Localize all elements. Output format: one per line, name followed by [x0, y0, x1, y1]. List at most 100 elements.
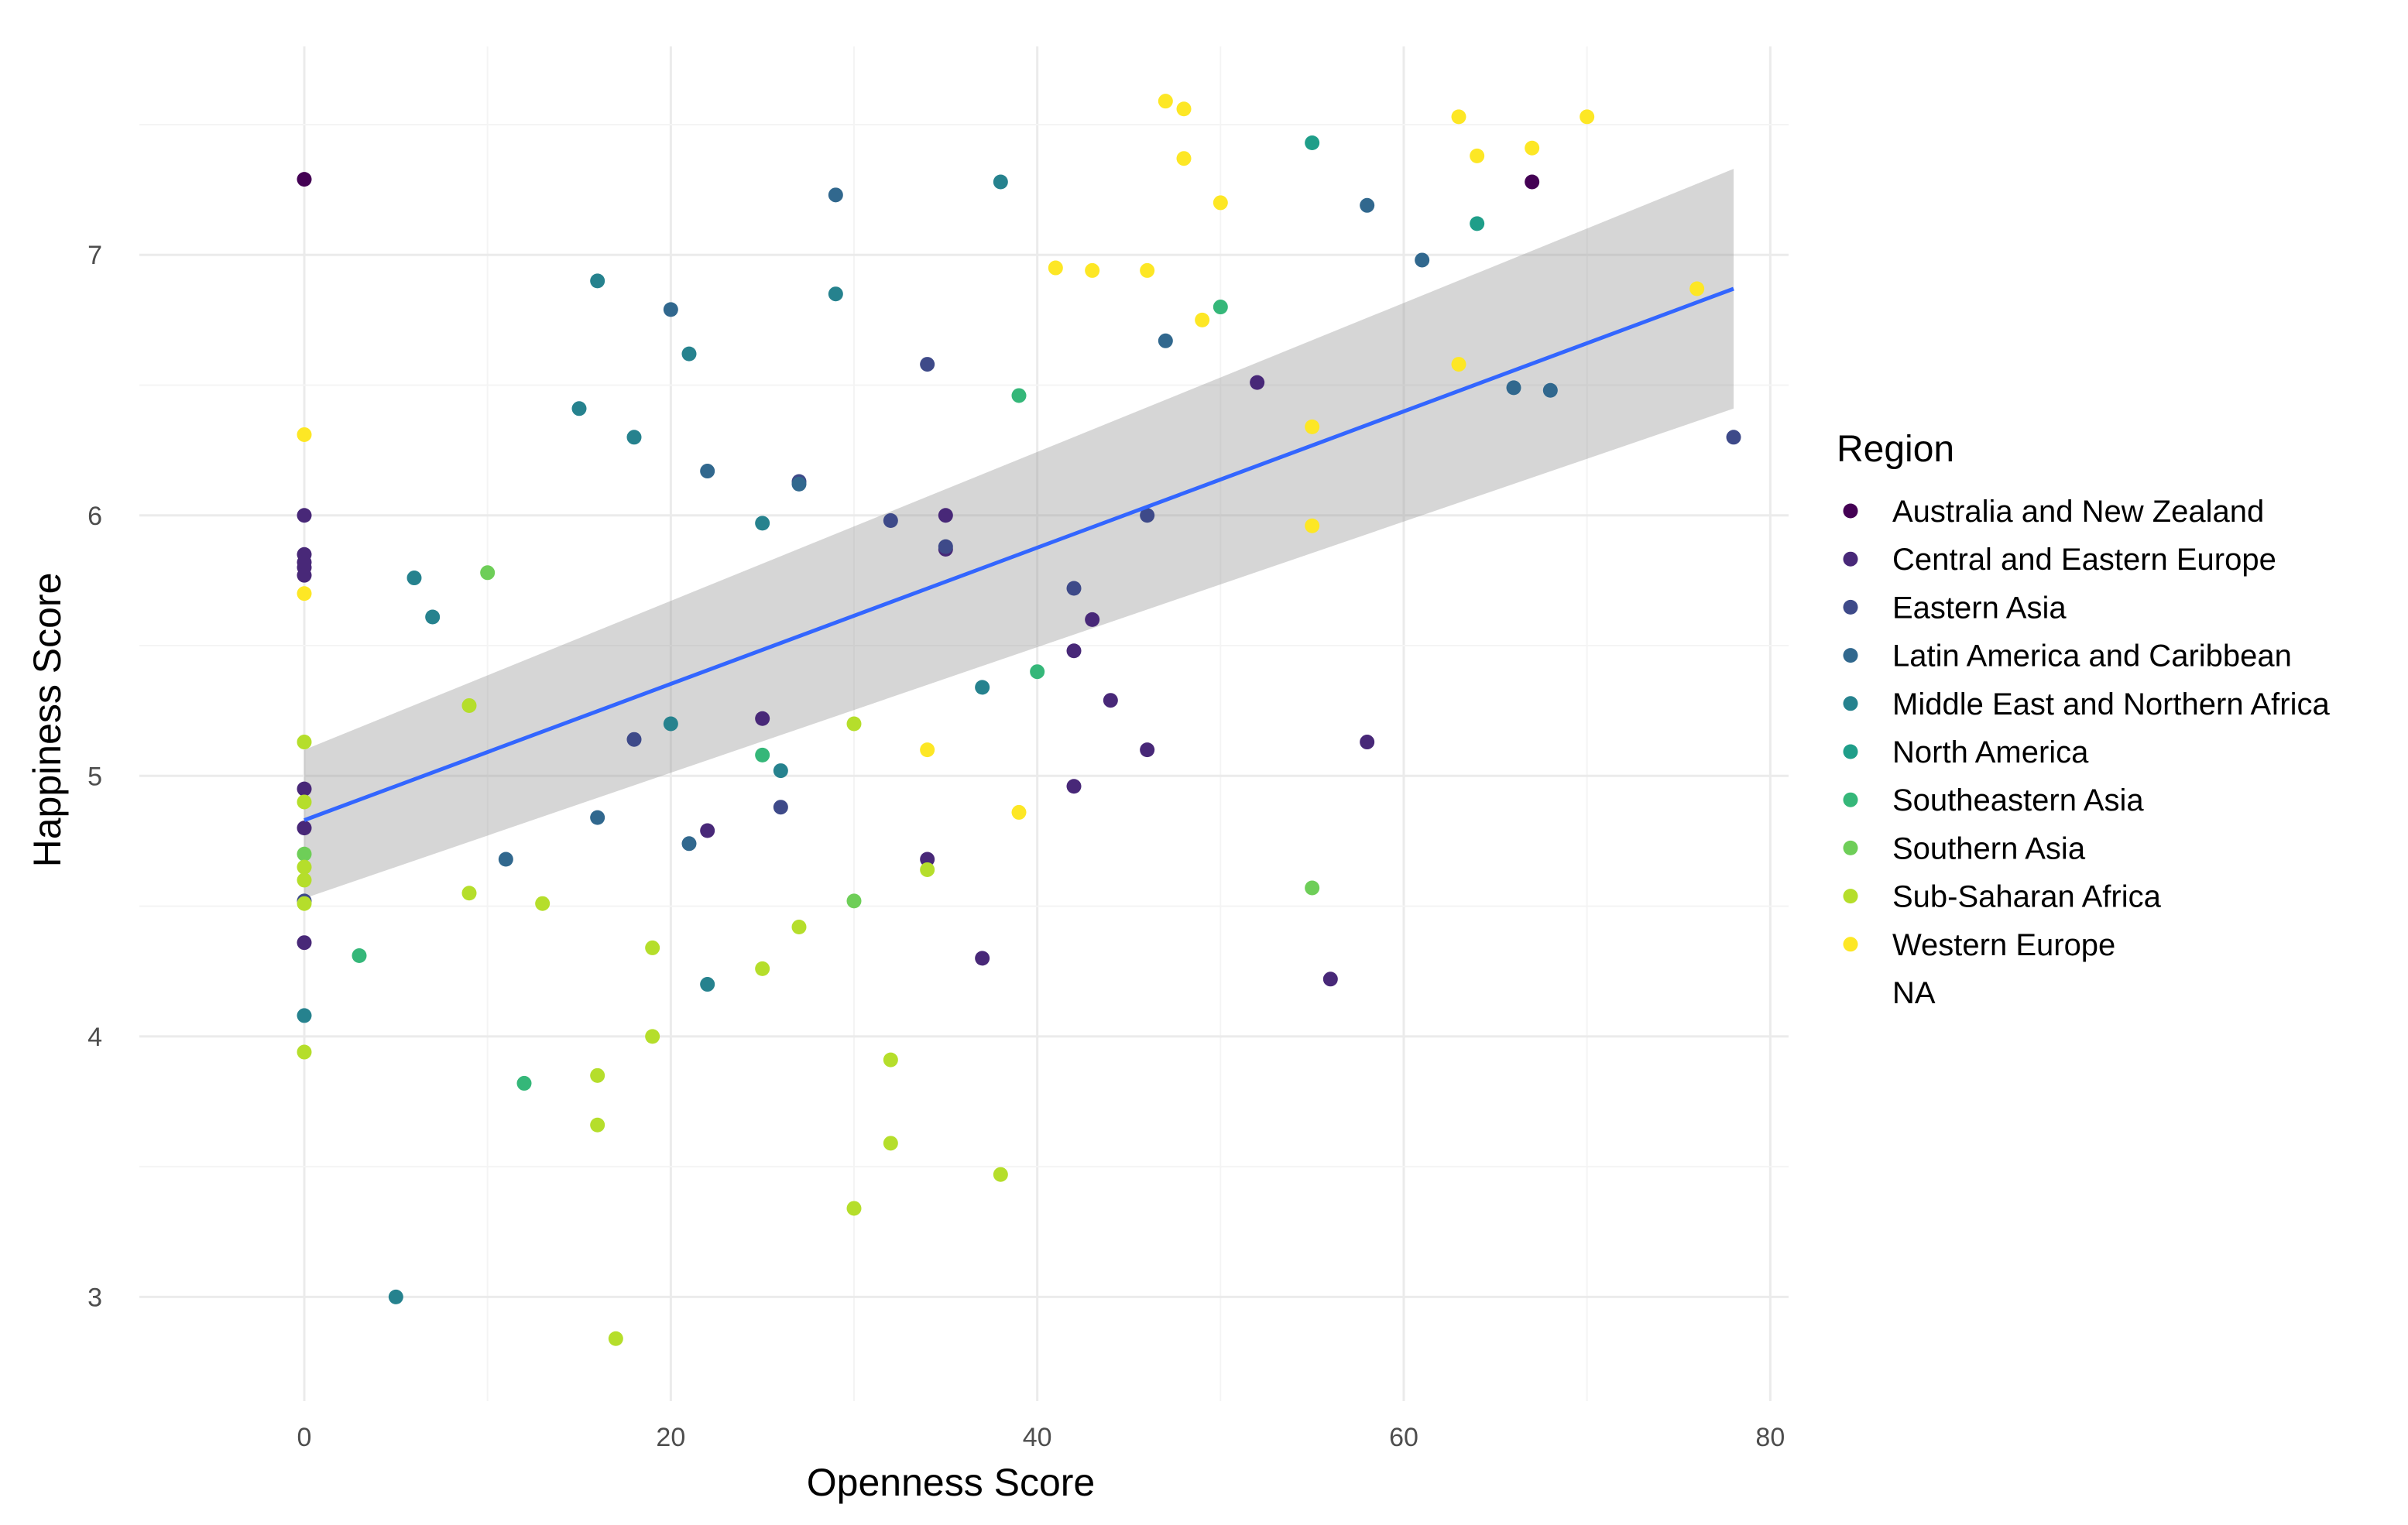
y-tick-label: 7: [87, 241, 102, 270]
data-point: [700, 464, 715, 479]
y-tick-label: 4: [87, 1023, 102, 1052]
legend-label: Sub-Saharan Africa: [1892, 880, 2162, 914]
trend-line-group: [304, 286, 1734, 822]
data-point: [1580, 109, 1595, 125]
y-tick-label: 3: [87, 1283, 102, 1312]
data-point: [1011, 388, 1027, 403]
data-point: [1066, 581, 1082, 596]
data-point: [883, 513, 898, 528]
data-point: [755, 961, 770, 976]
data-point: [297, 935, 312, 951]
data-point: [1030, 664, 1045, 680]
data-point: [1726, 430, 1741, 445]
legend-label: Latin America and Caribbean: [1892, 639, 2292, 673]
data-point: [352, 948, 367, 964]
data-point: [626, 732, 642, 747]
data-point: [755, 711, 770, 726]
trend-line: [304, 286, 1734, 822]
data-point: [883, 1052, 898, 1068]
y-axis-title: Happiness Score: [26, 573, 69, 868]
data-point: [645, 940, 660, 955]
data-point: [1066, 779, 1082, 794]
data-point: [297, 1008, 312, 1023]
data-point: [1451, 357, 1466, 372]
data-point: [1470, 148, 1485, 163]
data-point: [1213, 195, 1228, 211]
data-point: [590, 1117, 605, 1133]
legend-key: [1843, 696, 1858, 711]
data-point: [773, 800, 788, 815]
data-point: [663, 302, 678, 317]
legend-key: [1843, 551, 1858, 567]
data-point: [297, 846, 312, 862]
legend-label: Eastern Asia: [1892, 591, 2067, 625]
data-point: [1525, 174, 1540, 190]
legend-key: [1843, 503, 1858, 519]
data-point: [626, 430, 642, 445]
data-point: [425, 609, 441, 625]
x-tick-label: 40: [1023, 1423, 1052, 1452]
data-point: [461, 886, 477, 901]
legend-key: [1843, 744, 1858, 759]
data-point: [297, 586, 312, 601]
data-point: [608, 1331, 623, 1346]
data-point: [1085, 612, 1100, 627]
data-point: [297, 1044, 312, 1060]
legend-label: Western Europe: [1892, 928, 2115, 962]
legend-key: [1843, 599, 1858, 615]
data-point: [846, 716, 862, 732]
data-point: [297, 781, 312, 797]
data-point: [755, 747, 770, 762]
data-point: [1103, 693, 1118, 708]
data-point: [1066, 643, 1082, 659]
data-point: [571, 401, 587, 416]
legend-key: [1843, 889, 1858, 904]
data-point: [828, 286, 843, 302]
data-point: [406, 571, 422, 586]
data-point: [1305, 880, 1320, 896]
data-point: [700, 977, 715, 992]
data-point: [883, 1136, 898, 1151]
legend-key: [1843, 937, 1858, 952]
data-point: [920, 357, 935, 372]
data-point: [480, 565, 496, 581]
x-axis-title: Openness Score: [807, 1461, 1095, 1504]
data-point: [791, 920, 807, 934]
data-point: [663, 716, 678, 732]
data-point: [1305, 419, 1320, 434]
data-point: [975, 680, 990, 695]
grid-lines: [139, 46, 1789, 1401]
legend-label: NA: [1892, 976, 1936, 1010]
x-tick-label: 80: [1755, 1423, 1785, 1452]
legend-title: Region: [1837, 429, 1954, 470]
data-point: [755, 516, 770, 531]
x-tick-label: 0: [297, 1423, 312, 1452]
data-point: [1525, 140, 1540, 156]
data-point: [297, 567, 312, 583]
data-point: [1011, 804, 1027, 820]
data-point: [388, 1289, 403, 1304]
data-point: [681, 346, 697, 362]
x-tick-label: 20: [656, 1423, 685, 1452]
data-point: [846, 893, 862, 909]
data-point: [297, 735, 312, 750]
data-point: [1322, 972, 1338, 987]
data-point: [1305, 518, 1320, 533]
data-point: [1415, 252, 1430, 268]
data-point: [1158, 333, 1173, 348]
data-point: [993, 174, 1008, 190]
legend-key: [1843, 840, 1858, 855]
data-point: [773, 763, 788, 779]
data-point: [461, 697, 477, 713]
data-point: [1305, 135, 1320, 151]
confidence-band: [304, 169, 1734, 899]
legend-label: Middle East and Northern Africa: [1892, 687, 2330, 721]
data-point: [920, 862, 935, 877]
data-point: [590, 810, 605, 825]
data-point: [590, 1068, 605, 1083]
data-point: [297, 172, 312, 187]
data-points-group: [297, 94, 1741, 1346]
data-point: [297, 794, 312, 810]
legend-label: Southeastern Asia: [1892, 783, 2144, 817]
data-point: [1176, 101, 1192, 117]
